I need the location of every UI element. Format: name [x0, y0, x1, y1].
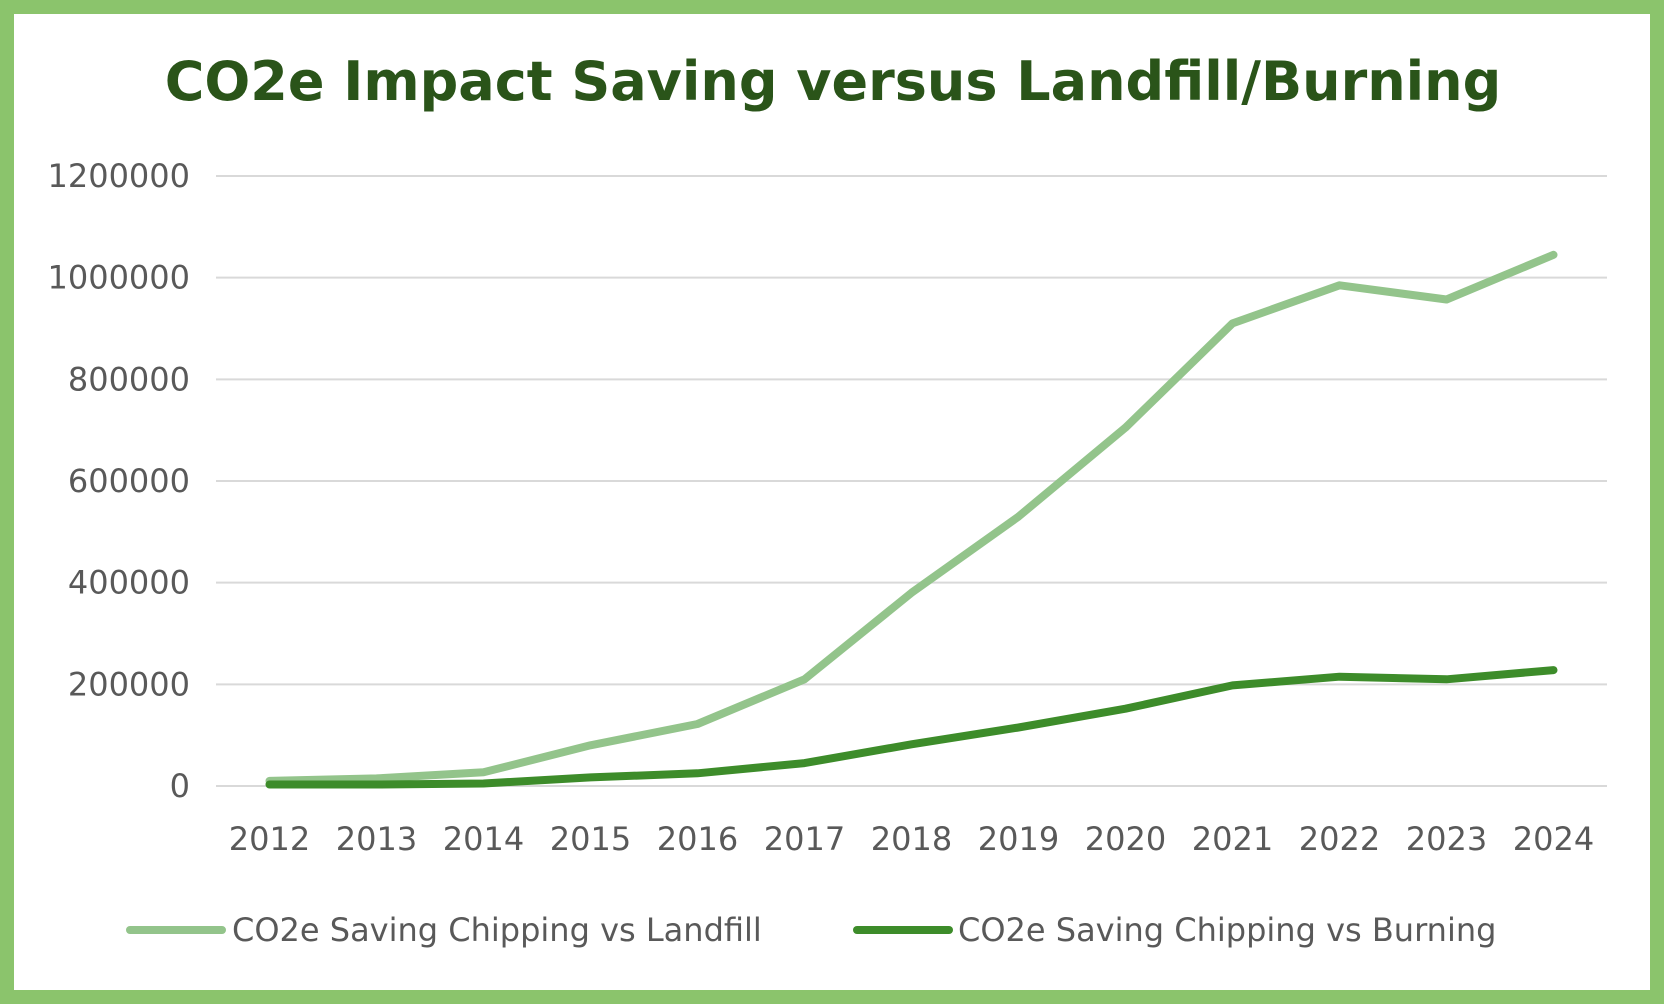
legend: CO2e Saving Chipping vs Landfill CO2e Sav…: [126, 911, 1496, 949]
x-tick-label: 2014: [443, 820, 524, 858]
y-tick-label: 1000000: [47, 259, 190, 297]
x-axis-ticks: 2012 2013 2014 2015 2016 2017 2018 2019 2020 2021…: [229, 820, 1594, 858]
gridlines: [216, 175, 1607, 787]
y-tick-label: 1200000: [47, 157, 190, 195]
x-tick-label: 2024: [1513, 820, 1594, 858]
series-lines: [265, 250, 1558, 789]
legend-item-burning: CO2e Saving Chipping vs Burning: [853, 911, 1496, 949]
x-tick-label: 2018: [871, 820, 952, 858]
y-tick-label: 200000: [68, 665, 190, 703]
y-tick-label: 600000: [68, 462, 190, 500]
y-tick-label: 0: [170, 767, 190, 805]
x-tick-label: 2022: [1299, 820, 1380, 858]
x-tick-label: 2013: [336, 820, 417, 858]
x-tick-label: 2012: [229, 820, 310, 858]
x-tick-label: 2021: [1192, 820, 1273, 858]
legend-item-landfill: CO2e Saving Chipping vs Landfill: [126, 911, 762, 949]
legend-label: CO2e Saving Chipping vs Landfill: [232, 911, 762, 949]
x-tick-label: 2019: [978, 820, 1059, 858]
x-tick-label: 2023: [1406, 820, 1487, 858]
y-axis-ticks: 0 200000 400000 600000 800000 1000000 1200000: [47, 157, 190, 805]
x-tick-label: 2017: [764, 820, 845, 858]
chart-title: CO2e Impact Saving versus Landfill/Burni…: [165, 50, 1502, 113]
x-tick-label: 2016: [657, 820, 738, 858]
x-tick-label: 2015: [550, 820, 631, 858]
series-line-burning: [265, 666, 1558, 789]
y-tick-label: 800000: [68, 360, 190, 398]
series-line-landfill: [265, 250, 1558, 785]
y-tick-label: 400000: [68, 564, 190, 602]
x-tick-label: 2020: [1085, 820, 1166, 858]
legend-label: CO2e Saving Chipping vs Burning: [958, 911, 1496, 949]
